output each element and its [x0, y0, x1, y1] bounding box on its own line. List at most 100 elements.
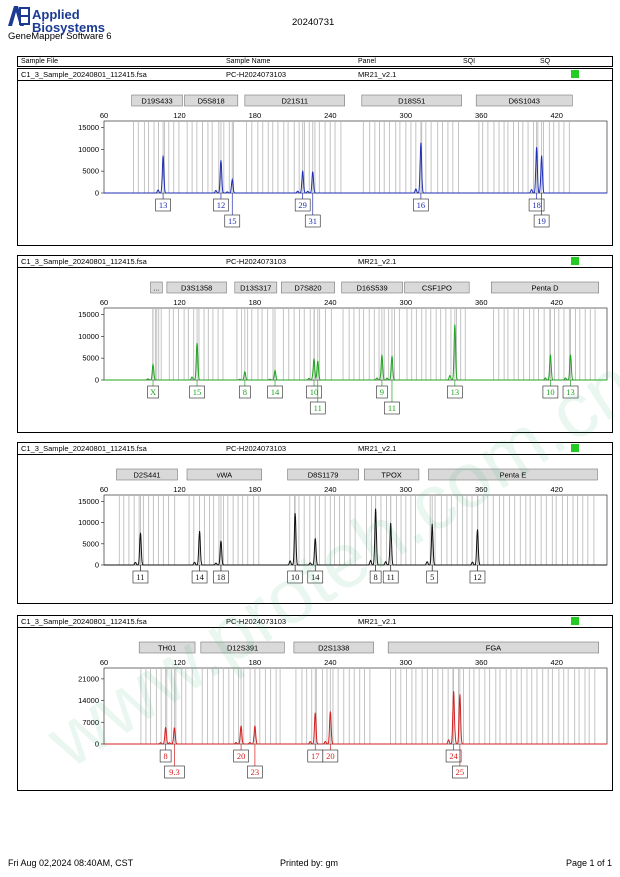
locus-marker-box: [404, 281, 470, 294]
plot-area: [103, 667, 608, 745]
locus-marker: TH01: [138, 641, 196, 654]
page-number: Page 1 of 1: [566, 858, 613, 868]
y-tick-label: 15000: [78, 310, 99, 319]
software-name: GeneMapper Software 6: [8, 31, 112, 42]
locus-marker-label: Penta E: [500, 471, 527, 480]
allele-call-label: 10: [546, 387, 555, 397]
allele-call: 20: [233, 744, 249, 763]
quality-flag: [571, 444, 579, 452]
allele-call-box: [247, 765, 263, 779]
allele-call: 25: [452, 744, 468, 779]
y-tick-label: 0: [95, 561, 99, 570]
locus-marker: D18S51: [361, 94, 462, 107]
allele-call-box: [542, 385, 559, 399]
allele-call-box: [469, 570, 486, 584]
locus-marker-label: TPOX: [381, 471, 401, 480]
locus-marker: D13S317: [234, 281, 278, 294]
locus-marker-box: [361, 94, 462, 107]
allele-call: 15: [189, 380, 205, 399]
allele-call-label: 8: [373, 572, 377, 582]
sample-name: PC-H2024073103: [226, 257, 287, 266]
allele-call-label: 13: [159, 200, 168, 210]
locus-marker: D8S1179: [287, 468, 359, 481]
allele-call-label: 17: [311, 751, 320, 761]
y-tick-label: 10000: [78, 145, 99, 154]
allele-call-box: [287, 570, 303, 584]
signal-trace: [104, 324, 607, 381]
allele-call: 23: [247, 744, 263, 779]
allele-call-label: 13: [566, 387, 575, 397]
allele-call-box: [562, 385, 579, 399]
allele-call-label: 18: [532, 200, 541, 210]
x-tick-label: 300: [400, 658, 413, 667]
plot-area: [103, 307, 608, 381]
electropherogram-panel-green: C1_3_Sample_20240801_112415.fsa PC-H20240…: [17, 255, 613, 433]
brand-line-1: Applied: [32, 7, 80, 22]
plot-area: [103, 120, 608, 194]
allele-call: 10: [287, 565, 303, 584]
allele-call-label: 11: [388, 403, 396, 413]
allele-call-label: 15: [193, 387, 202, 397]
locus-marker: D12S391: [200, 641, 285, 654]
allele-call-box: [528, 198, 545, 212]
locus-marker-label: ...: [153, 284, 159, 293]
locus-marker-label: D19S433: [141, 97, 172, 106]
col-sqi: SQI: [463, 58, 476, 65]
locus-marker: FGA: [387, 641, 600, 654]
electropherogram-chart: D2S441 vWA D8S1179 TPOX Penta E60 120 180 240 30…: [78, 468, 608, 584]
locus-marker: D3S1358: [166, 281, 227, 294]
locus-marker-label: vWA: [217, 471, 233, 480]
sample-file-name: C1_3_Sample_20240801_112415.fsa: [21, 444, 147, 453]
locus-marker: D5S818: [184, 94, 239, 107]
locus-marker-box: [244, 94, 345, 107]
x-tick-label: 240: [324, 111, 337, 120]
locus-marker-label: D7S820: [294, 284, 321, 293]
allele-call-box: [213, 570, 229, 584]
allele-call-box: [267, 385, 283, 399]
panel-name: MR21_v2.1: [358, 444, 397, 453]
x-tick-label: 180: [249, 485, 262, 494]
applied-biosystems-logo: Applied Biosystems: [8, 6, 138, 42]
x-tick-label: 240: [324, 485, 337, 494]
col-sample-name: Sample Name: [226, 58, 271, 65]
x-tick-label: 240: [324, 298, 337, 307]
allele-call-label: 14: [195, 572, 204, 582]
allele-call-label: 23: [251, 767, 260, 777]
x-tick-label: 60: [100, 298, 108, 307]
locus-marker-box: [364, 468, 420, 481]
allele-call: 12: [213, 193, 229, 212]
allele-call-box: [447, 385, 463, 399]
allele-call-label: 15: [228, 216, 237, 226]
locus-marker: D21S11: [244, 94, 345, 107]
allele-call: 13: [562, 380, 579, 399]
signal-trace: [104, 691, 607, 745]
locus-marker: D2S441: [116, 468, 178, 481]
allele-call: 8: [159, 744, 172, 763]
allele-bins: [140, 669, 596, 744]
locus-marker-label: D2S1338: [318, 644, 349, 653]
allele-call: 18: [528, 193, 545, 212]
locus-marker-label: D12S391: [227, 644, 258, 653]
locus-marker-box: [131, 94, 183, 107]
print-timestamp: Fri Aug 02,2024 08:40AM, CST: [8, 858, 134, 868]
y-tick-label: 7000: [82, 718, 99, 727]
allele-call-box: [213, 198, 229, 212]
locus-marker-label: D18S51: [398, 97, 425, 106]
allele-call-box: [307, 570, 324, 584]
allele-call-label: 9.3: [169, 767, 180, 777]
locus-marker-label: D13S317: [240, 284, 271, 293]
allele-call: 14: [307, 565, 324, 584]
allele-call-label: 8: [243, 387, 247, 397]
sample-name: PC-H2024073103: [226, 70, 287, 79]
allele-call-label: 5: [430, 572, 434, 582]
sample-file-name: C1_3_Sample_20240801_112415.fsa: [21, 257, 147, 266]
locus-marker: D16S539: [341, 281, 403, 294]
allele-call-label: 11: [387, 572, 395, 582]
allele-call-box: [376, 385, 388, 399]
printed-by: Printed by: gm: [280, 858, 339, 868]
allele-call-box: [382, 570, 399, 584]
allele-call-box: [309, 401, 326, 415]
allele-call: 16: [413, 193, 429, 212]
allele-call-box: [445, 749, 462, 763]
panel-name: MR21_v2.1: [358, 617, 397, 626]
